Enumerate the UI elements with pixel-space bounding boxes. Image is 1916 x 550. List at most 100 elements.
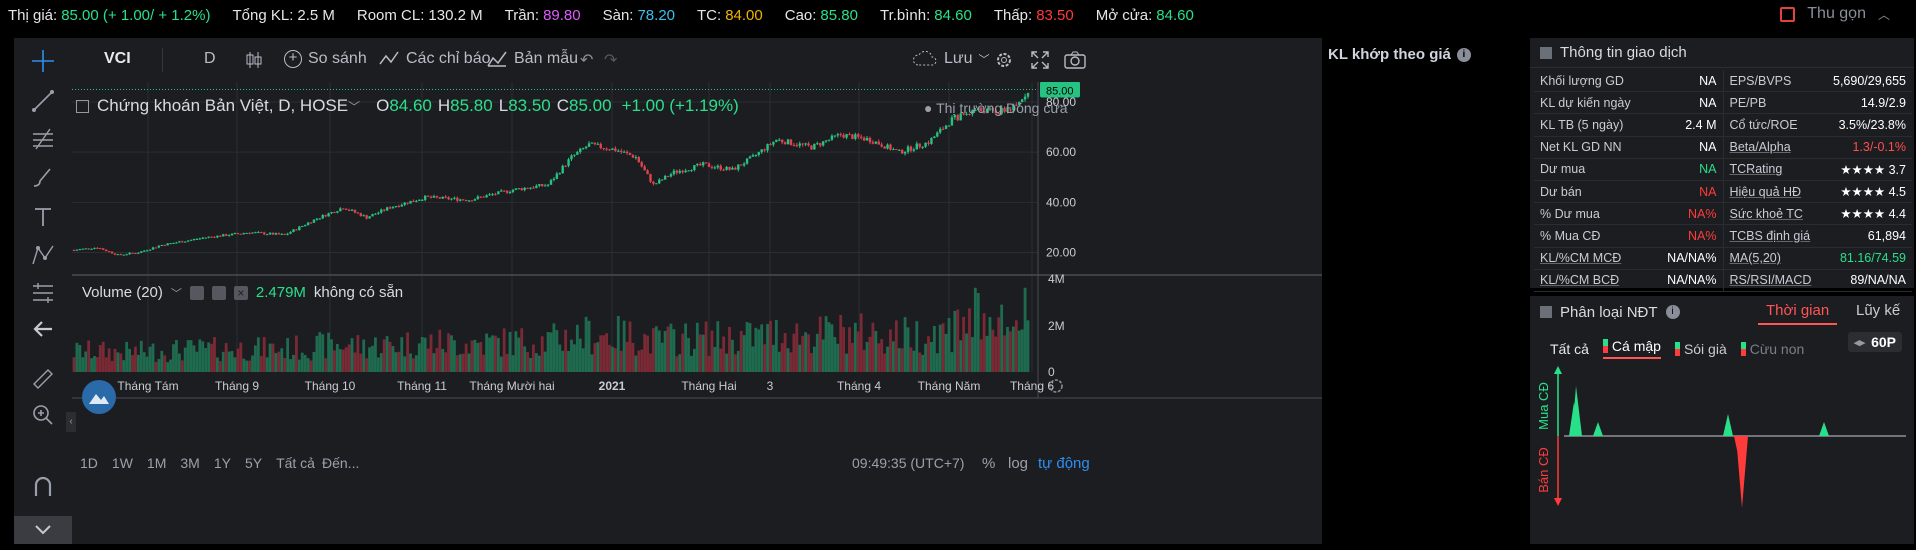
- candle: [175, 242, 178, 244]
- collapse-button[interactable]: Thu gọn ︿: [1780, 5, 1890, 23]
- volume-bar: [935, 353, 939, 372]
- filter-1[interactable]: Cá mập: [1602, 338, 1661, 359]
- collapse-square-icon[interactable]: [1540, 46, 1552, 59]
- text-tool-icon[interactable]: [28, 202, 58, 232]
- volume-eye-icon[interactable]: [189, 285, 204, 300]
- volume-bar: [555, 330, 559, 372]
- info-icon[interactable]: i: [1665, 305, 1680, 319]
- undo-icon[interactable]: ↶: [580, 52, 594, 69]
- range-3m[interactable]: 3M: [180, 455, 200, 471]
- candle: [415, 200, 418, 202]
- candle: [178, 241, 181, 243]
- log-scale-button[interactable]: log: [1008, 455, 1029, 472]
- range-tất-cả[interactable]: Tất cả: [276, 455, 315, 471]
- gear-icon[interactable]: [994, 50, 1014, 70]
- collapse-square-icon[interactable]: [1540, 306, 1552, 318]
- info-value: 5,690/29,655: [1833, 73, 1906, 88]
- legend-low-label: L: [498, 96, 509, 115]
- volume-bar: [359, 353, 363, 372]
- volume-bar: [256, 337, 260, 372]
- volume-bar: [517, 337, 521, 372]
- candle: [704, 162, 708, 164]
- legend-title[interactable]: Chứng khoán Bản Việt, D, HOSE: [97, 96, 349, 115]
- auto-scale-button[interactable]: tự động: [1038, 455, 1090, 472]
- templates-button[interactable]: Bản mẫu: [486, 50, 578, 68]
- candle: [555, 173, 559, 179]
- volume-close-icon[interactable]: ×: [233, 285, 248, 300]
- volume-bar: [81, 357, 85, 372]
- info-icon[interactable]: i: [1456, 47, 1471, 62]
- brush-icon[interactable]: [28, 162, 58, 192]
- candle-type-icon[interactable]: [244, 50, 264, 70]
- candle: [418, 199, 421, 201]
- buy-spike: [1572, 386, 1582, 436]
- axis-gear-icon[interactable]: [1049, 379, 1063, 393]
- ruler-icon[interactable]: [28, 364, 58, 394]
- volume-bar: [432, 353, 436, 372]
- candle: [435, 196, 439, 198]
- volume-bar: [988, 317, 992, 372]
- arrow-left-icon[interactable]: [28, 314, 58, 344]
- save-button[interactable]: Lưu ﹀: [912, 50, 990, 68]
- candle: [631, 154, 635, 158]
- filter-2[interactable]: Sói già: [1674, 338, 1727, 359]
- magnet-icon[interactable]: [28, 472, 58, 502]
- info-key: Cổ tức/ROE: [1729, 117, 1798, 132]
- info-cell: Net KL GD NN NA: [1534, 136, 1724, 158]
- price-stat-value: 85.80: [820, 6, 858, 24]
- filter-0[interactable]: Tất cả: [1550, 338, 1589, 359]
- range-1w[interactable]: 1W: [111, 455, 133, 471]
- price-chart[interactable]: 85.00 80.00 60.00 40.00 20.00 4M 2M 0 Tháng Tám T…: [66, 81, 1322, 544]
- candle: [491, 194, 494, 196]
- measure-icon[interactable]: [28, 278, 58, 308]
- volume-bar: [687, 337, 690, 372]
- range-1y[interactable]: 1Y: [213, 455, 231, 471]
- tab-time[interactable]: Thời gian: [1758, 302, 1838, 325]
- price-stat: Sàn: 78.20: [603, 7, 675, 24]
- fib-icon[interactable]: [28, 124, 58, 154]
- range-1d[interactable]: 1D: [80, 455, 98, 471]
- candle: [163, 244, 166, 246]
- goto-date-button[interactable]: Đến...: [322, 455, 360, 471]
- indicators-label: Các chỉ báo: [406, 50, 491, 67]
- volume-bar: [941, 323, 945, 372]
- tab-cumulative[interactable]: Lũy kế: [1856, 302, 1901, 319]
- volume-bar: [435, 348, 439, 372]
- interval-button[interactable]: D: [204, 50, 216, 67]
- percent-scale-button[interactable]: %: [982, 455, 996, 472]
- trend-line-icon[interactable]: [28, 86, 58, 116]
- x-tick-label: Tháng 6: [1010, 379, 1054, 393]
- period-selector[interactable]: ◂▸ 60P: [1848, 332, 1902, 352]
- volume-label[interactable]: Volume (20): [82, 284, 163, 301]
- volume-bar: [932, 326, 936, 372]
- symbol-search[interactable]: VCI: [104, 50, 131, 67]
- candle: [292, 229, 295, 233]
- volume-bar: [558, 344, 562, 372]
- candle: [520, 188, 523, 191]
- range-5y[interactable]: 5Y: [244, 455, 263, 471]
- candle: [827, 139, 831, 141]
- candle: [786, 139, 790, 145]
- panel-toggle-icon[interactable]: ‹: [66, 412, 76, 432]
- legend-collapse-icon[interactable]: [76, 99, 89, 113]
- compare-button[interactable]: + So sánh: [284, 50, 367, 68]
- fullscreen-icon[interactable]: [1030, 50, 1050, 70]
- candle: [1026, 93, 1030, 97]
- volume-bar: [213, 337, 216, 372]
- zoom-icon[interactable]: [28, 400, 58, 430]
- volume-bar: [912, 350, 916, 372]
- candle: [1000, 107, 1003, 114]
- volume-bar: [300, 352, 304, 372]
- pattern-icon[interactable]: [28, 240, 58, 270]
- camera-icon[interactable]: [1064, 50, 1086, 70]
- crosshair-icon[interactable]: [28, 46, 58, 76]
- indicators-button[interactable]: Các chỉ báo: [378, 50, 491, 68]
- redo-icon[interactable]: ↷: [604, 52, 618, 69]
- filter-3[interactable]: Cừu non: [1740, 338, 1804, 359]
- legend-swatch-icon: [1740, 341, 1746, 356]
- volume-settings-icon[interactable]: [211, 285, 226, 300]
- candle: [681, 170, 684, 173]
- expand-tools-button[interactable]: [14, 516, 72, 544]
- range-1m[interactable]: 1M: [146, 455, 167, 471]
